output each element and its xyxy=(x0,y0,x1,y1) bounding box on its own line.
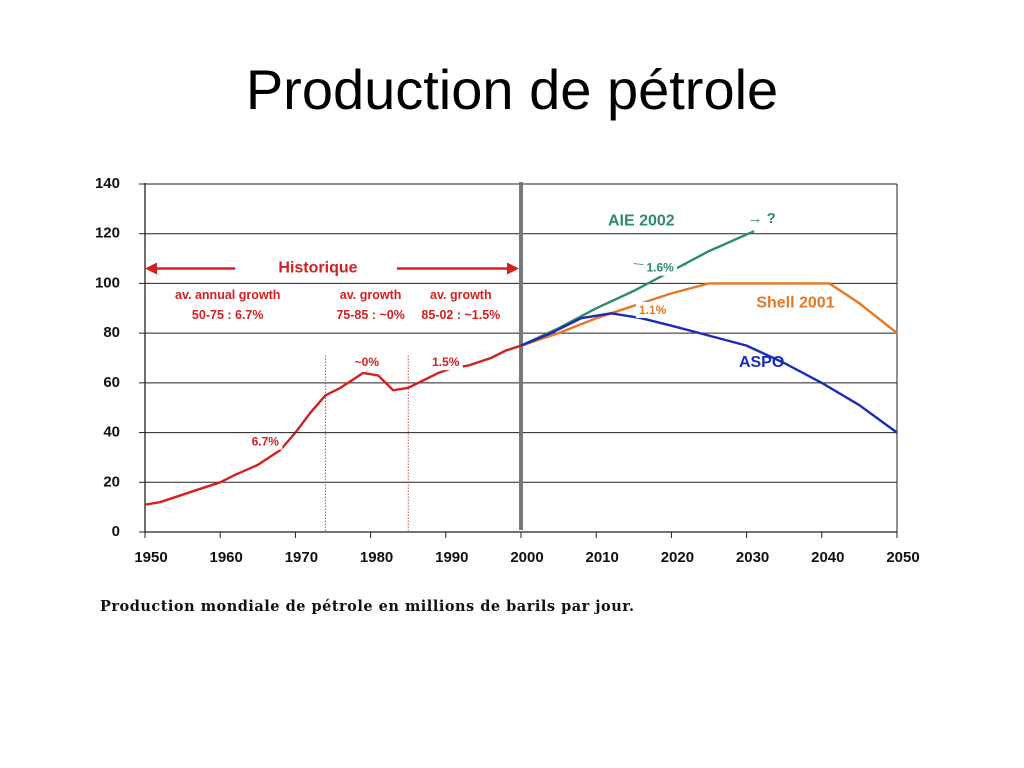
x-tick-label-2020: 2020 xyxy=(661,549,694,566)
annotation-label-5: av. growth xyxy=(430,288,492,302)
annotation-label-4: 75-85 : ~0% xyxy=(336,308,404,322)
y-tick-label-60: 60 xyxy=(103,374,120,391)
annotation-label-1: av. annual growth xyxy=(175,288,280,302)
x-tick-label-1960: 1960 xyxy=(210,549,243,566)
x-tick-label-2000: 2000 xyxy=(510,549,543,566)
x-tick-label-1950: 1950 xyxy=(134,549,167,566)
x-tick-label-2030: 2030 xyxy=(736,549,769,566)
x-tick-label-1970: 1970 xyxy=(285,549,318,566)
annotation-bg-7 xyxy=(351,354,383,371)
y-tick-label-120: 120 xyxy=(95,225,120,242)
y-tick-label-0: 0 xyxy=(112,523,120,540)
series-line-aspo xyxy=(520,312,898,434)
x-tick-label-2010: 2010 xyxy=(586,549,619,566)
annotation-bg-8 xyxy=(429,354,463,371)
annotation-label-7: ~0% xyxy=(355,355,380,369)
arrow-right-head xyxy=(507,262,519,275)
label-line-1-6 xyxy=(633,263,646,266)
x-tick-label-2050: 2050 xyxy=(886,549,919,566)
y-tick-label-80: 80 xyxy=(103,324,120,341)
x-tick-label-1980: 1980 xyxy=(360,549,393,566)
annotation-bg-0 xyxy=(275,258,361,278)
x-tick-label-2040: 2040 xyxy=(811,549,844,566)
y-tick-label-40: 40 xyxy=(103,424,120,441)
annotation-label-15: ASPO xyxy=(739,354,784,371)
annotation-bg-9 xyxy=(248,433,283,450)
annotation-label-0: Historique xyxy=(278,260,357,277)
series-line-shell-2001 xyxy=(520,282,898,347)
arrow-left-head xyxy=(145,262,157,275)
annotation-bg-12 xyxy=(643,259,678,276)
vertical-markers xyxy=(325,182,523,532)
slide-title: Production de pétrole xyxy=(245,58,779,121)
annotation-bg-13 xyxy=(635,301,670,318)
annotation-label-3: av. growth xyxy=(340,288,402,302)
series-line-historical xyxy=(144,339,537,506)
annotation-label-6: 85-02 : ~1.5% xyxy=(421,308,500,322)
x-tick-label-1990: 1990 xyxy=(435,549,468,566)
annotation-label-10: AIE 2002 xyxy=(608,213,675,230)
annotation-label-2: 50-75 : 6.7% xyxy=(192,308,264,322)
chart-background xyxy=(95,168,930,628)
annotation-label-8: 1.5% xyxy=(432,355,460,369)
annotation-label-9: 6.7% xyxy=(252,435,280,449)
annotation-label-14: Shell 2001 xyxy=(756,295,834,312)
annotation-label-12: 1.6% xyxy=(646,261,674,275)
chart-caption: Production mondiale de pétrole en millio… xyxy=(100,598,635,615)
y-tick-label-140: 140 xyxy=(95,175,120,192)
historique-arrows xyxy=(145,262,687,433)
annotation-labels: Historique av. annual growth 50-75 : 6.7% a… xyxy=(175,210,835,450)
y-tick-label-20: 20 xyxy=(103,473,120,490)
annotation-label-13: 1.1% xyxy=(639,303,667,317)
y-tick-label-100: 100 xyxy=(95,274,120,291)
axes xyxy=(139,183,898,538)
series-lines xyxy=(144,230,898,506)
annotation-label-11: → ? xyxy=(747,210,775,227)
